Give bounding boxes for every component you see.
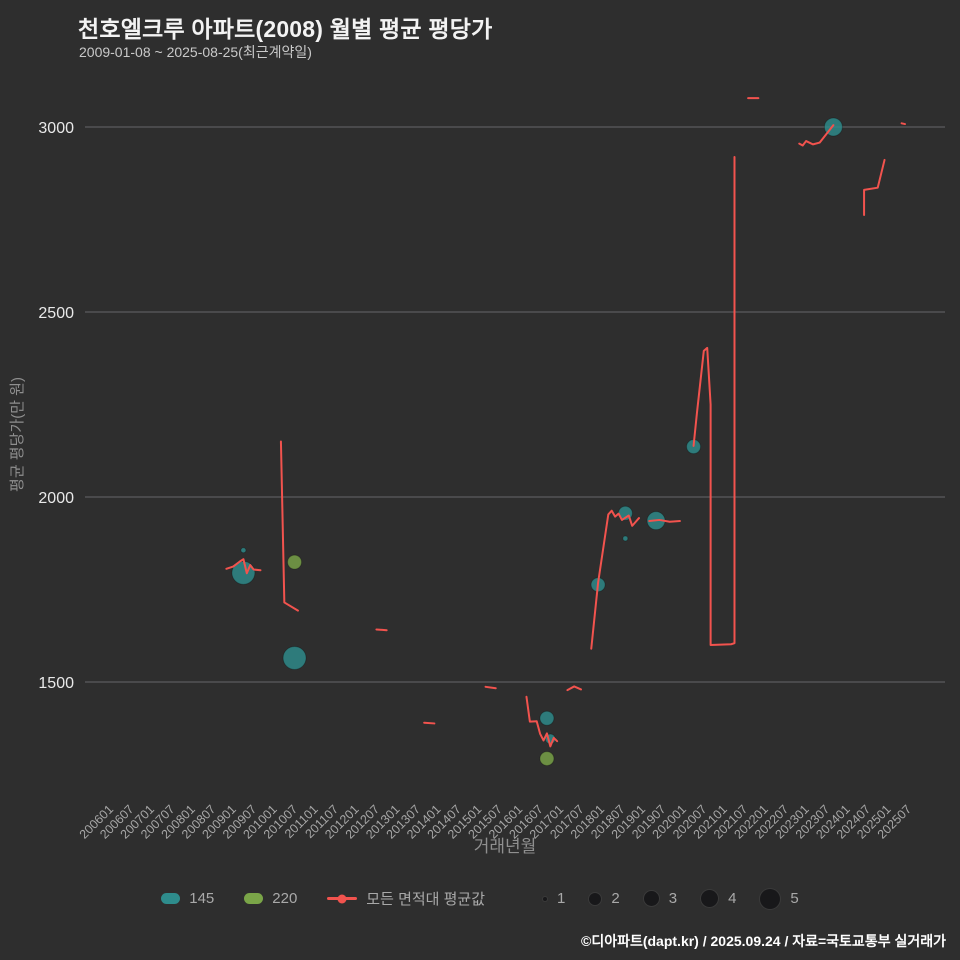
legend-avg-dot-icon [337, 894, 347, 903]
page-title: 천호엘크루 아파트(2008) 월별 평균 평당가 [78, 16, 493, 42]
legend-label-145: 145 [189, 890, 215, 907]
average-price-line[interactable] [225, 97, 906, 748]
y-tick-label: 3000 [38, 120, 74, 137]
size-legend-item-3: 3 [643, 890, 678, 907]
bubble-series-145[interactable] [231, 117, 843, 745]
page-subtitle: 2009-01-08 ~ 2025-08-25(최근계약일) [79, 44, 312, 60]
y-tick-label: 2500 [38, 305, 74, 322]
price-chart-canvas[interactable]: 1500 2000 2500 3000 200601200607200701200707… [0, 0, 960, 870]
size-label-2: 2 [611, 890, 620, 907]
avg-line-segment[interactable] [423, 721, 436, 725]
avg-line-segment[interactable] [798, 124, 835, 147]
size-legend-item-4: 4 [701, 890, 736, 907]
legend-label-220: 220 [272, 890, 298, 907]
legend-swatch-145-icon [161, 893, 181, 904]
avg-line-segment[interactable] [566, 685, 583, 692]
legend-item-145[interactable]: 145 [161, 890, 214, 907]
avg-line-segment[interactable] [590, 509, 640, 650]
y-axis-title: 평균 평당가(만 원) [9, 377, 26, 492]
avg-line-segment[interactable] [484, 685, 497, 690]
size-label-5: 5 [790, 890, 799, 907]
size-legend: 1 2 3 4 5 [543, 888, 799, 909]
legend-swatch-220-icon [244, 893, 264, 904]
size-label-4: 4 [728, 890, 737, 907]
size-legend-item-5: 5 [760, 888, 799, 909]
avg-line-segment[interactable] [900, 122, 906, 126]
x-axis-ticks: 2006012006072007012007072008012008072009… [77, 802, 914, 841]
legend-item-average[interactable]: 모든 면적대 평균값 [327, 888, 485, 909]
bubble-145[interactable] [622, 535, 629, 542]
avg-line-segment[interactable] [863, 158, 886, 217]
size-label-1: 1 [557, 890, 566, 907]
legend-avg-line-icon [327, 894, 358, 903]
x-axis-title: 거래년월 [474, 837, 537, 856]
bubble-series-220[interactable] [287, 554, 555, 767]
legend-label-average: 모든 면적대 평균값 [366, 891, 486, 908]
chart-legend: 145 220 모든 면적대 평균값 1 2 3 4 [0, 888, 960, 909]
avg-line-segment[interactable] [375, 628, 388, 632]
bubble-220[interactable] [539, 751, 555, 767]
bubble-220[interactable] [287, 554, 303, 570]
bubble-145[interactable] [539, 710, 555, 726]
size-label-3: 3 [668, 890, 678, 907]
size-legend-item-1: 1 [543, 890, 565, 907]
bubble-145[interactable] [240, 547, 247, 554]
size-dot-3-icon [643, 891, 659, 906]
y-tick-label: 1500 [38, 675, 74, 692]
size-dot-4-icon [701, 890, 719, 907]
size-dot-5-icon [760, 888, 781, 909]
size-dot-1-icon [543, 896, 548, 901]
size-dot-2-icon [589, 892, 602, 905]
legend-item-220[interactable]: 220 [244, 890, 297, 907]
avg-line-segment[interactable] [279, 440, 299, 612]
gridlines: 1500 2000 2500 3000 [38, 120, 945, 692]
y-tick-label: 2000 [38, 490, 74, 507]
size-legend-item-2: 2 [589, 890, 620, 907]
avg-line-segment[interactable] [692, 155, 736, 646]
bubble-145[interactable] [282, 645, 307, 670]
avg-line-segment[interactable] [525, 695, 559, 748]
avg-line-segment[interactable] [648, 518, 681, 523]
footer-credit: ©디아파트(dapt.kr) / 2025.09.24 / 자료=국토교통부 실… [581, 933, 946, 949]
avg-line-segment[interactable] [225, 558, 262, 575]
